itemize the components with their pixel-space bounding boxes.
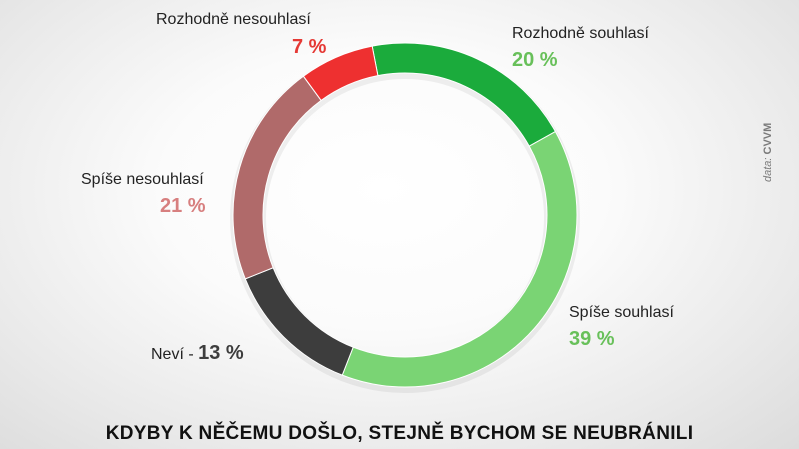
label-spise-souhlasi: Spíše souhlasí (569, 304, 674, 321)
value-nevi: 13 % (198, 342, 244, 364)
chart-title: KDYBY K NĚČEMU DOŠLO, STEJNĚ BYCHOM SE N… (105, 423, 694, 444)
slice-spíše-nesouhlasí (232, 75, 322, 280)
label-nevi-separator: - (183, 346, 199, 363)
slice-spíše-souhlasí (341, 130, 578, 388)
label-nevi: Neví - 13 % (151, 343, 244, 365)
value-rozhodne-nesouhlasi: 7 % (292, 36, 327, 58)
value-spise-souhlasi: 39 % (569, 328, 615, 350)
data-source-name: CVVM (762, 122, 774, 155)
data-source-prefix: data: (762, 157, 774, 182)
label-nevi-text: Neví (151, 346, 184, 363)
value-spise-nesouhlasi: 21 % (160, 195, 206, 217)
slice-neví (244, 267, 354, 376)
label-spise-nesouhlasi: Spíše nesouhlasí (81, 171, 204, 188)
data-source: data: CVVM (762, 122, 778, 182)
label-rozhodne-nesouhlasi: Rozhodně nesouhlasí (156, 11, 311, 28)
value-rozhodne-souhlasi: 20 % (512, 49, 558, 71)
slice-rozhodně-nesouhlasí (302, 45, 379, 102)
label-rozhodne-souhlasi: Rozhodně souhlasí (512, 25, 649, 42)
